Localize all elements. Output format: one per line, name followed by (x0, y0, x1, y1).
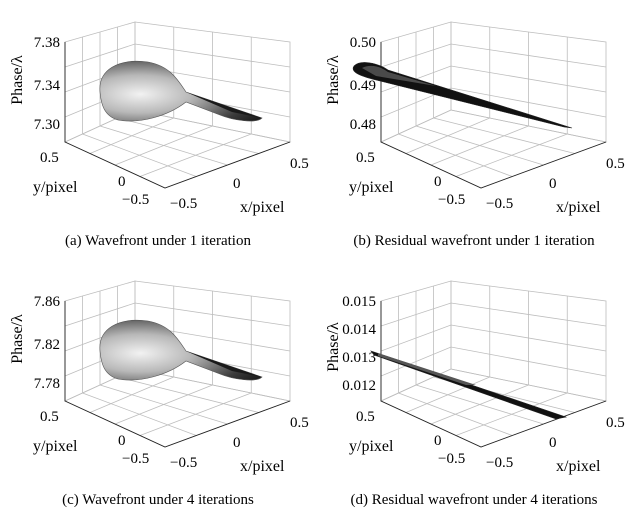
x-tick-label: −0.5 (486, 455, 513, 471)
surface-tail (186, 351, 262, 377)
z-tick-label: 0.49 (350, 78, 376, 94)
grid-floor (64, 109, 292, 189)
grid-line (455, 133, 568, 177)
grid-line (380, 302, 607, 327)
y-axis-label: y/pixel (349, 438, 394, 455)
x-tick-label: −0.5 (486, 196, 513, 212)
grid-line (64, 302, 291, 327)
y-tick-label: 0 (434, 433, 442, 449)
grid-line (139, 133, 252, 177)
y-tick-label: 0.5 (356, 150, 375, 166)
x-tick-label: 0.5 (290, 415, 309, 431)
grid (380, 280, 608, 448)
panel-caption: (c) Wavefront under 4 iterations (62, 492, 254, 508)
axis-frame (380, 42, 607, 189)
y-tick-label: −0.5 (122, 192, 149, 208)
z-tick-label: 7.78 (34, 376, 60, 392)
z-axis-label: Phase/λ (9, 55, 26, 105)
axis-frame (380, 301, 607, 448)
z-tick-label: 7.86 (34, 294, 61, 310)
x-tick-label: 0.5 (606, 156, 625, 172)
chart-panel: 7.38 7.34 7.30 Phase/λ 0.5 0 −0.5 y/pixel −0.5 0 0… (0, 0, 316, 259)
x-tick-label: 0 (233, 435, 241, 451)
grid-line (117, 117, 259, 154)
x-tick-label: 0.5 (290, 156, 309, 172)
z-tick-label: 7.34 (34, 78, 61, 94)
grid-floor (64, 368, 292, 448)
z-tick-label: 0.48 (350, 117, 376, 133)
grid-line (380, 324, 607, 352)
y-tick-label: 0 (118, 174, 126, 190)
z-tick-label: 0.014 (342, 322, 376, 338)
axis-frame (64, 301, 291, 448)
x-axis-label: x/pixel (556, 199, 601, 216)
x-tick-label: 0 (233, 176, 241, 192)
chart-svg: 7.38 7.34 7.30 Phase/λ 0.5 0 −0.5 y/pixel −0.5 0 0… (9, 21, 309, 249)
chart-panel: 0.50 0.49 0.48 Phase/λ 0.5 0 −0.5 y/pixel −0.5 0 0… (316, 0, 632, 259)
grid-line (380, 43, 607, 68)
chart-svg: 0.500.490.48Phase/λ0.50−0.5y/pixel−0.500… (325, 21, 625, 249)
grid-line (114, 384, 213, 425)
grid-line (380, 87, 607, 118)
grid-line (430, 384, 529, 425)
x-axis-label: x/pixel (240, 458, 285, 475)
y-tick-label: 0 (118, 433, 126, 449)
z-axis-label: Phase/λ (325, 55, 342, 105)
grid-line (64, 43, 291, 68)
y-tick-label: 0.5 (40, 150, 59, 166)
x-tick-label: −0.5 (170, 196, 197, 212)
x-axis-label: x/pixel (240, 199, 285, 216)
y-tick-label: −0.5 (438, 451, 465, 467)
grid-line (139, 392, 252, 436)
x-tick-label: 0 (549, 176, 557, 192)
z-tick-label: 0.013 (342, 350, 376, 366)
panel-caption: (d) Residual wavefront under 4 iteration… (350, 492, 597, 508)
chart-panel: 0.015 0.014 0.013 0.012 Phase/λ 0.5 0 −0.5 y/pix… (316, 259, 632, 518)
grid-line (380, 346, 607, 377)
grid-line (117, 376, 259, 413)
y-tick-label: 0.5 (356, 409, 375, 425)
z-tick-label: 7.30 (34, 117, 60, 133)
grid-line (433, 117, 575, 154)
z-axis-label: Phase/λ (9, 314, 26, 364)
y-tick-label: −0.5 (122, 451, 149, 467)
y-tick-label: −0.5 (438, 192, 465, 208)
x-axis-label: x/pixel (556, 458, 601, 475)
chart-panel: 7.86 7.82 7.78 Phase/λ 0.5 0 −0.5 y/pixel −0.5 0 0… (0, 259, 316, 518)
y-axis-label: y/pixel (33, 179, 78, 196)
grid-floor (380, 109, 608, 189)
grid-line (114, 125, 213, 166)
y-axis-label: y/pixel (33, 438, 78, 455)
x-tick-label: 0 (549, 435, 557, 451)
surface-highlight (362, 65, 436, 86)
grid-line (430, 125, 529, 166)
panel-caption: (a) Wavefront under 1 iteration (65, 233, 251, 249)
z-tick-label: 0.012 (342, 378, 376, 394)
z-tick-label: 7.82 (34, 337, 60, 353)
chart-svg: 7.86 7.82 7.78 Phase/λ 0.5 0 −0.5 y/pixel −0.5 0 0… (9, 280, 309, 508)
x-tick-label: 0.5 (606, 415, 625, 431)
surface-tail (186, 92, 262, 118)
y-tick-label: 0 (434, 174, 442, 190)
grid-line (455, 392, 568, 436)
z-tick-label: 0.50 (350, 35, 376, 51)
panel-caption: (b) Residual wavefront under 1 iteration (353, 233, 595, 249)
x-tick-label: −0.5 (170, 455, 197, 471)
y-axis-label: y/pixel (349, 179, 394, 196)
surface-highlight (378, 353, 476, 385)
z-axis-label: Phase/λ (325, 322, 342, 372)
grid-floor (380, 368, 608, 448)
axis-frame (64, 42, 291, 189)
y-tick-label: 0.5 (40, 409, 59, 425)
z-tick-label: 0.015 (342, 294, 376, 310)
z-tick-label: 7.38 (34, 35, 60, 51)
